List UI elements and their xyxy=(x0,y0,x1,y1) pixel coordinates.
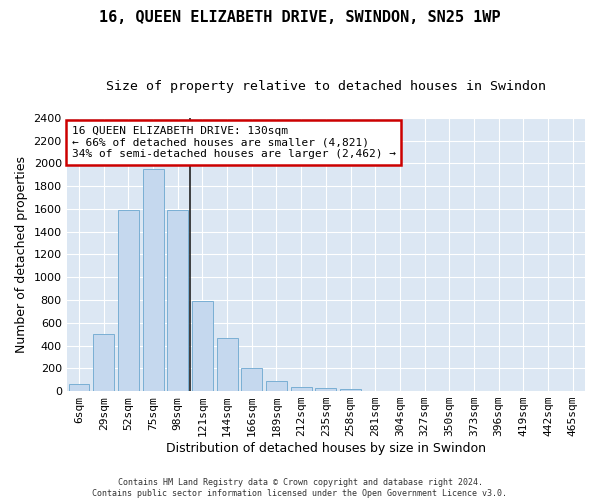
Bar xyxy=(365,390,386,391)
Bar xyxy=(192,301,213,391)
Bar xyxy=(340,389,361,391)
Title: Size of property relative to detached houses in Swindon: Size of property relative to detached ho… xyxy=(106,80,546,93)
Bar xyxy=(68,384,89,391)
Bar xyxy=(143,169,164,391)
Bar xyxy=(241,368,262,391)
Bar xyxy=(217,338,238,391)
X-axis label: Distribution of detached houses by size in Swindon: Distribution of detached houses by size … xyxy=(166,442,486,455)
Text: 16, QUEEN ELIZABETH DRIVE, SWINDON, SN25 1WP: 16, QUEEN ELIZABETH DRIVE, SWINDON, SN25… xyxy=(99,10,501,25)
Bar xyxy=(290,387,311,391)
Bar xyxy=(167,210,188,391)
Text: 16 QUEEN ELIZABETH DRIVE: 130sqm
← 66% of detached houses are smaller (4,821)
34: 16 QUEEN ELIZABETH DRIVE: 130sqm ← 66% o… xyxy=(72,126,396,159)
Bar xyxy=(93,334,114,391)
Bar xyxy=(266,381,287,391)
Text: Contains HM Land Registry data © Crown copyright and database right 2024.
Contai: Contains HM Land Registry data © Crown c… xyxy=(92,478,508,498)
Bar xyxy=(118,210,139,391)
Y-axis label: Number of detached properties: Number of detached properties xyxy=(15,156,28,353)
Bar xyxy=(316,388,337,391)
